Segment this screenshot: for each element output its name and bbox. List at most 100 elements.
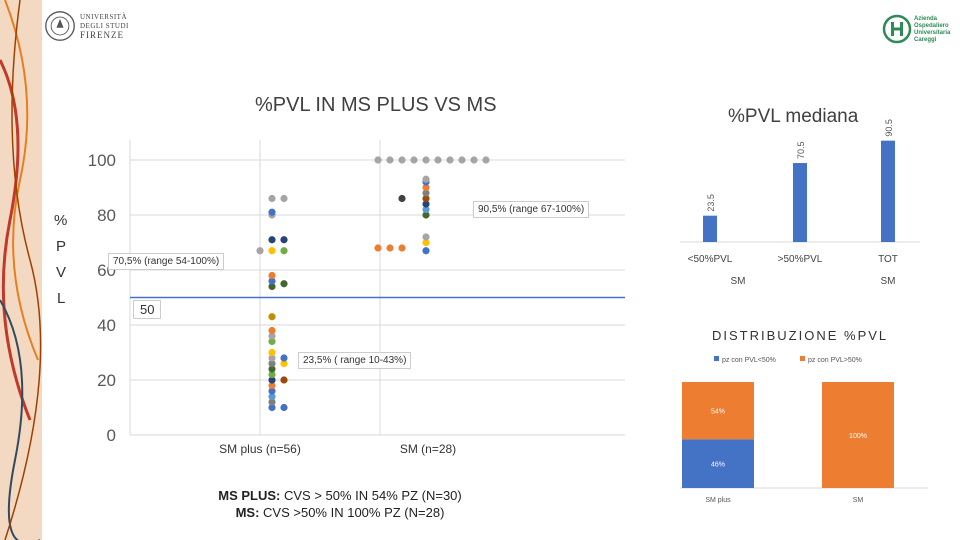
scatter-point bbox=[422, 200, 430, 208]
legend-label: pz con PVL>50% bbox=[808, 357, 862, 364]
scatter-point bbox=[280, 236, 288, 244]
summary-line-2-text: CVS >50% IN 100% PZ (N=28) bbox=[259, 505, 445, 520]
scatter-point bbox=[268, 403, 276, 412]
median-chart-title: %PVL mediana bbox=[728, 106, 859, 127]
smplus-low-range-label: 23,5% ( range 10-43%) bbox=[298, 352, 412, 369]
hospital-name: Azienda Ospedaliero Universitaria Caregg… bbox=[914, 16, 950, 44]
segment-value-label: 46% bbox=[711, 462, 725, 469]
median-category-label: SM bbox=[731, 276, 746, 287]
decorative-left-artwork bbox=[0, 0, 42, 540]
scatter-point bbox=[446, 156, 454, 164]
legend-swatch bbox=[714, 356, 719, 361]
university-seal-icon bbox=[45, 11, 75, 41]
median-bar bbox=[881, 140, 895, 242]
y-tick-label: 80 bbox=[97, 206, 116, 225]
scatter-point bbox=[280, 194, 288, 203]
stacked-segment bbox=[682, 439, 754, 488]
scatter-point bbox=[268, 337, 276, 346]
scatter-point bbox=[280, 403, 288, 412]
legend-swatch bbox=[800, 356, 805, 361]
scatter-point bbox=[422, 175, 430, 183]
scatter-point bbox=[434, 156, 442, 164]
scatter-point bbox=[280, 280, 288, 288]
scatter-chart-title: %PVL IN MS PLUS VS MS bbox=[255, 94, 497, 116]
hospital-line: Ospedaliero bbox=[914, 23, 949, 29]
median-bar bbox=[793, 163, 807, 242]
scatter-point bbox=[268, 313, 276, 321]
y-axis-label-letter: L bbox=[57, 290, 66, 307]
scatter-point bbox=[268, 194, 276, 203]
scatter-point bbox=[398, 156, 406, 164]
scatter-point bbox=[268, 282, 276, 291]
segment-value-label: 100% bbox=[849, 433, 867, 440]
scatter-point bbox=[458, 156, 466, 164]
y-axis-label-letter: P bbox=[56, 238, 67, 255]
scatter-point bbox=[422, 205, 430, 214]
scatter-point bbox=[398, 194, 406, 203]
scatter-point bbox=[422, 247, 430, 255]
scatter-point bbox=[268, 332, 276, 340]
median-value-label: 23.5 bbox=[706, 194, 716, 212]
scatter-point bbox=[268, 354, 276, 362]
scatter-point bbox=[268, 271, 276, 280]
median-bar bbox=[703, 215, 717, 242]
university-line: UNIVERSITÀ bbox=[80, 13, 127, 21]
scatter-point bbox=[280, 376, 288, 384]
scatter-point bbox=[268, 387, 276, 395]
scatter-point bbox=[280, 359, 288, 368]
median-category-label: TOT bbox=[878, 254, 898, 265]
distribution-chart-title: DISTRIBUZIONE %PVL bbox=[712, 328, 889, 343]
distribution-category-label: SM bbox=[853, 497, 864, 504]
legend-label: pz con PVL<50% bbox=[722, 357, 776, 364]
y-tick-label: 20 bbox=[97, 371, 116, 390]
median-category-label: SM bbox=[881, 276, 896, 287]
scatter-point bbox=[422, 194, 430, 203]
scatter-point bbox=[268, 348, 276, 357]
scatter-point bbox=[398, 244, 406, 252]
scatter-point bbox=[268, 359, 276, 368]
hospital-line: Azienda bbox=[914, 16, 938, 22]
stacked-segment bbox=[822, 382, 894, 488]
scatter-point bbox=[256, 247, 264, 255]
scatter-point bbox=[268, 376, 276, 384]
scatter-point bbox=[422, 156, 430, 164]
university-name: UNIVERSITÀ DEGLI STUDI FIRENZE bbox=[80, 13, 129, 40]
scatter-point bbox=[374, 156, 382, 164]
scatter-point bbox=[268, 370, 276, 379]
scatter-point bbox=[422, 183, 430, 192]
university-line: FIRENZE bbox=[80, 30, 124, 40]
median-value-label: 70.5 bbox=[796, 142, 806, 160]
hospital-logo-icon bbox=[882, 14, 912, 44]
scatter-point bbox=[386, 156, 394, 164]
y-axis-label-letter: % bbox=[54, 212, 68, 229]
scatter-point bbox=[280, 247, 288, 255]
scatter-point bbox=[422, 238, 430, 247]
scatter-point bbox=[268, 381, 276, 390]
y-tick-label: 100 bbox=[88, 151, 116, 170]
scatter-point bbox=[280, 354, 288, 362]
summary-line-1-bold: MS PLUS: bbox=[218, 488, 281, 503]
y-axis-label-letter: V bbox=[56, 264, 67, 281]
scatter-point bbox=[268, 236, 276, 244]
scatter-point bbox=[268, 277, 276, 285]
scatter-point bbox=[422, 211, 430, 219]
summary-line-1-text: CVS > 50% IN 54% PZ (N=30) bbox=[280, 488, 462, 503]
median-bar-chart: 23.5 <50%PVL SM 70.5 >50%PVL 90.5 TOT SM bbox=[680, 119, 920, 287]
scatter-point bbox=[268, 208, 276, 216]
segment-value-label: 54% bbox=[711, 409, 725, 416]
scatter-point bbox=[268, 365, 276, 373]
y-tick-label: 40 bbox=[97, 316, 116, 335]
summary-notes: MS PLUS: CVS > 50% IN 54% PZ (N=30) MS: … bbox=[170, 487, 510, 521]
threshold-label: 50 bbox=[133, 300, 162, 319]
scatter-point bbox=[268, 247, 276, 255]
scatter-point bbox=[268, 326, 276, 335]
scatter-point bbox=[410, 156, 418, 164]
scatter-point bbox=[386, 244, 394, 252]
y-tick-label: 0 bbox=[107, 426, 116, 445]
university-line: DEGLI STUDI bbox=[80, 22, 129, 30]
smplus-high-range-label: 70,5% (range 54-100%) bbox=[108, 253, 225, 270]
scatter-point bbox=[268, 398, 276, 406]
hospital-line: Careggi bbox=[914, 37, 937, 43]
sm-range-label: 90,5% (range 67-100%) bbox=[473, 201, 590, 218]
scatter-point bbox=[422, 189, 430, 197]
